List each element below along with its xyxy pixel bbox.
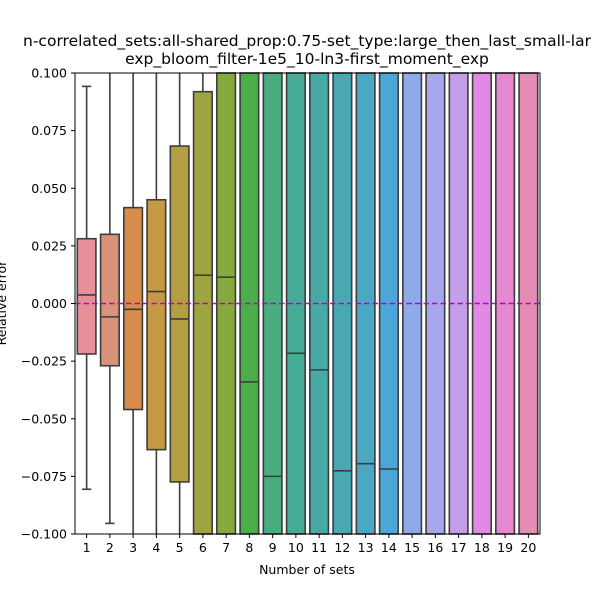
y-tick-label: 0.050: [31, 181, 67, 196]
x-tick-label: 11: [311, 540, 327, 555]
x-tick-label: 20: [520, 540, 536, 555]
x-tick-label: 9: [269, 540, 277, 555]
x-tick-label: 1: [83, 540, 91, 555]
y-tick-label: −0.050: [21, 411, 67, 426]
y-tick-label: 0.000: [31, 296, 67, 311]
x-tick-label: 13: [358, 540, 374, 555]
box-group-3: [123, 73, 144, 534]
x-tick-label: 15: [404, 540, 420, 555]
x-tick-label: 4: [152, 540, 160, 555]
x-tick-label: 14: [381, 540, 397, 555]
x-tick-label: 17: [451, 540, 467, 555]
x-axis-label: Number of sets: [259, 562, 355, 577]
x-tick-label: 19: [497, 540, 513, 555]
x-tick-label: 3: [129, 540, 137, 555]
box-4: [146, 198, 167, 451]
chart-title-line1: n-correlated_sets:all-shared_prop:0.75-s…: [23, 32, 592, 51]
x-tick-label: 5: [176, 540, 184, 555]
y-tick-label: 0.025: [31, 238, 67, 253]
x-tick-label: 8: [245, 540, 253, 555]
box-group-2: [99, 73, 120, 525]
box-2: [99, 233, 120, 367]
x-tick-label: 2: [106, 540, 114, 555]
box-group-1: [76, 85, 97, 491]
box-6: [192, 90, 213, 535]
x-tick-label: 7: [222, 540, 230, 555]
box-group-5: [169, 73, 190, 534]
y-axis-label: Relative error: [0, 260, 9, 346]
box-group-4: [146, 73, 167, 534]
x-tick-label: 18: [474, 540, 490, 555]
y-tick-label: −0.100: [21, 527, 67, 542]
y-tick-label: −0.025: [21, 354, 67, 369]
x-tick-label: 10: [288, 540, 304, 555]
box-5: [169, 145, 190, 483]
x-tick-label: 6: [199, 540, 207, 555]
x-axis-ticks: 1 2 3 4 5 6 7 8 9 10 11 12 13 14 15 16 17 18 19 20: [83, 534, 536, 555]
box-1: [76, 237, 97, 355]
chart-title-line2: exp_bloom_filter-1e5_10-ln3-first_moment…: [125, 50, 489, 69]
y-axis-ticks: 0.100 0.075 0.050 0.025 0.000 −0.025 −0.050 −0.…: [21, 66, 75, 542]
y-tick-label: 0.075: [31, 123, 67, 138]
y-tick-label: 0.100: [31, 66, 67, 81]
x-tick-label: 16: [427, 540, 443, 555]
x-tick-label: 12: [334, 540, 350, 555]
y-tick-label: −0.075: [21, 469, 67, 484]
boxes-layer: [76, 72, 539, 535]
